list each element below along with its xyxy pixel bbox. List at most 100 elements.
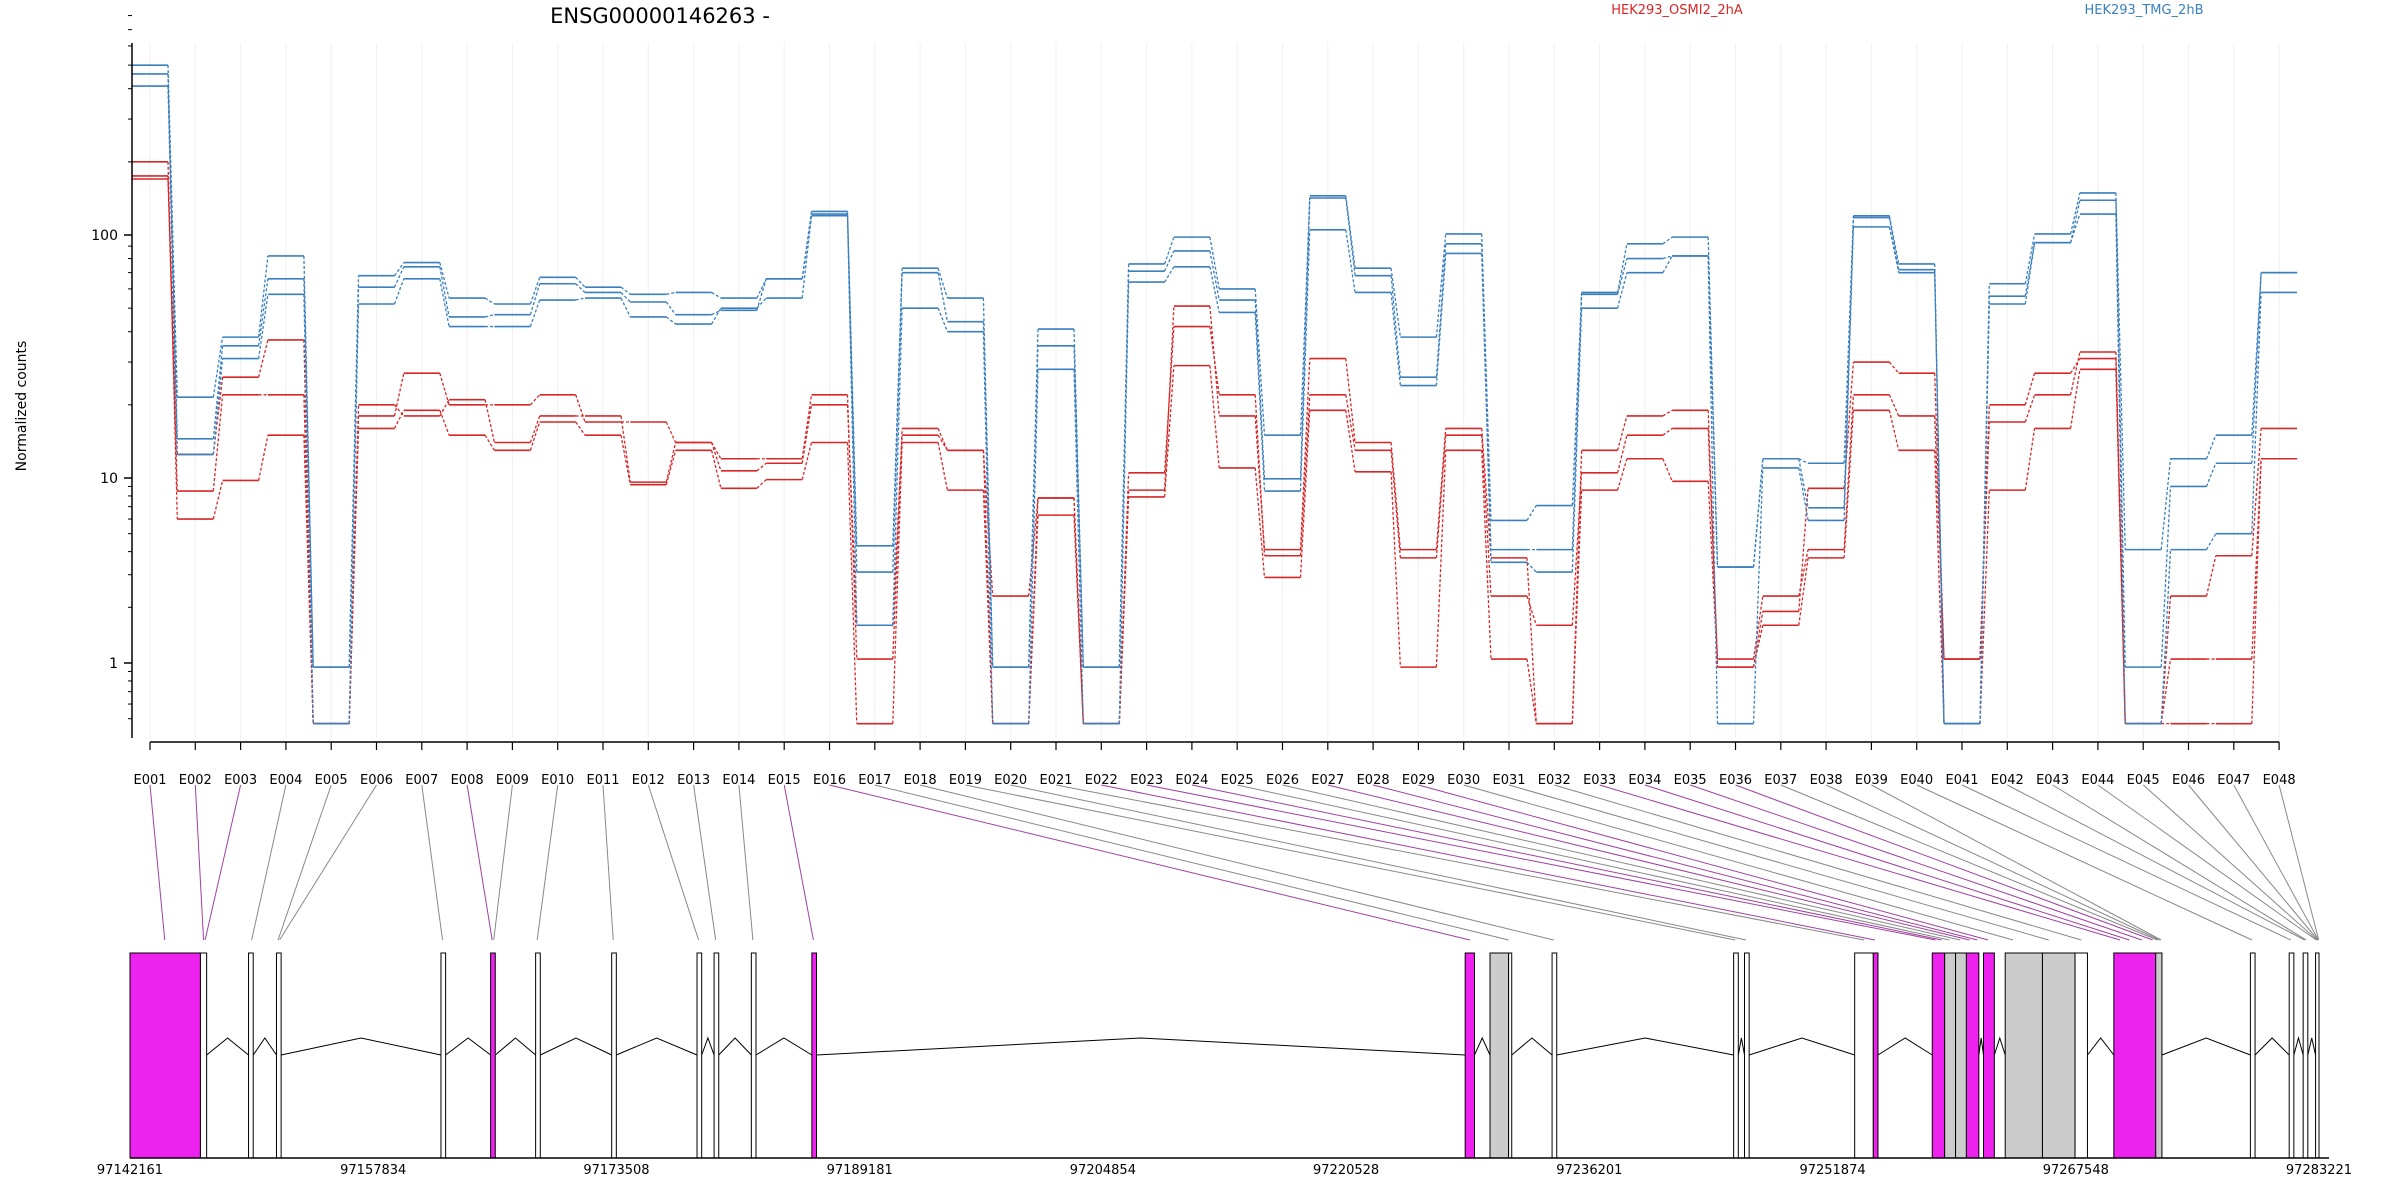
exon-block (440, 952, 447, 1159)
exon-block (2074, 952, 2088, 1159)
exon-connector (1690, 784, 2142, 941)
intron-line (445, 1037, 491, 1056)
exon-connector (2097, 784, 2317, 941)
data-connector (167, 86, 178, 455)
data-connector (937, 442, 949, 491)
intron-line (718, 1037, 752, 1056)
x-tick-label: E010 (541, 773, 574, 788)
data-connector (2160, 458, 2172, 550)
data-connector (2160, 486, 2172, 668)
data-connector (212, 337, 224, 398)
data-connector (1163, 306, 1175, 491)
data-connector (1888, 410, 1900, 451)
data-connector (937, 434, 948, 451)
data-connector (529, 415, 541, 443)
x-tick-label: E018 (904, 773, 937, 788)
data-connector (1299, 358, 1311, 550)
data-connector (1888, 394, 1900, 417)
data-connector (2160, 658, 2172, 724)
exon-block (811, 952, 818, 1159)
exon-connector (1916, 784, 2253, 941)
intron-line (2293, 1036, 2304, 1056)
intron-line (540, 1037, 612, 1056)
x-tick-label: E017 (858, 773, 891, 788)
series-lines (132, 64, 2298, 725)
exon-block (1744, 952, 1750, 1159)
data-connector (1163, 365, 1175, 497)
axes: 1 10 100 E001 E002 E003 E004 E005 E006 E007 E008 E0… (91, 15, 2296, 788)
x-tick-label: E008 (451, 773, 484, 788)
intron-line (1556, 1037, 1734, 1056)
data-connector (2024, 372, 2036, 406)
exon-connector (647, 784, 700, 941)
data-connector (1435, 233, 1447, 338)
exon-connector (421, 784, 444, 941)
data-connector (620, 435, 631, 485)
data-connector (2160, 596, 2172, 724)
intron-line (1993, 1036, 2006, 1056)
data-connector (1209, 250, 1220, 301)
intron-line (2307, 1037, 2317, 1056)
x-tick-label: E024 (1175, 773, 1208, 788)
data-connector (1526, 595, 1537, 626)
data-connector (484, 399, 496, 443)
exon-connector (493, 784, 513, 941)
data-connector (439, 410, 450, 436)
data-connector (620, 297, 631, 318)
data-connector (846, 404, 858, 626)
exon-connector (1463, 784, 2014, 941)
exon-block (199, 952, 208, 1159)
exon-connector (783, 784, 814, 941)
exon-connector (1735, 784, 2153, 941)
x-tick-label: E045 (2127, 773, 2160, 788)
data-connector (801, 211, 813, 279)
data-connector (439, 262, 450, 299)
data-connector (1571, 294, 1583, 550)
data-connector (2251, 428, 2262, 556)
x-tick-label: E044 (2081, 773, 2114, 788)
data-connector (529, 283, 541, 315)
exon-block (2249, 952, 2256, 1159)
data-connector (393, 373, 405, 417)
x-tick-label: E015 (768, 773, 801, 788)
exon-block (1955, 952, 1967, 1159)
data-connector (1662, 236, 1673, 245)
exon-block (1489, 952, 1510, 1159)
data-connector (1209, 365, 1220, 469)
data-connector (1616, 435, 1628, 474)
data-connector (1163, 326, 1175, 473)
exon-block (713, 952, 720, 1159)
data-connector (937, 268, 949, 299)
data-connector (1390, 450, 1402, 558)
data-connector (212, 345, 224, 439)
intron-line (252, 1037, 277, 1056)
exon-block (1965, 952, 1980, 1159)
exon-connector (279, 784, 377, 941)
data-connector (1254, 394, 1266, 556)
exon-connector (1327, 784, 1970, 941)
exon-block (1872, 952, 1879, 1159)
exon-connector (874, 784, 1509, 941)
genome-coordinate-label: 97251874 (1799, 1163, 1865, 1178)
x-tick-label: E031 (1492, 773, 1525, 788)
exon-connector (1825, 784, 2160, 941)
data-connector (665, 450, 677, 485)
data-connector (982, 450, 994, 597)
data-connector (711, 309, 722, 316)
data-connector (665, 301, 677, 316)
exon-connector (1010, 784, 1747, 941)
x-tick-label: E037 (1764, 773, 1797, 788)
data-connector (1209, 237, 1220, 290)
data-connector (575, 283, 586, 293)
data-connector (711, 442, 722, 460)
data-connector (801, 442, 813, 480)
data-connector (1526, 505, 1537, 521)
exon-connector (1055, 784, 1865, 941)
data-connector (212, 394, 224, 492)
data-connector (1616, 458, 1628, 491)
exon-connector (277, 784, 332, 941)
series-3 (132, 175, 2298, 725)
data-connector (1345, 197, 1356, 276)
exon-block (275, 952, 282, 1159)
